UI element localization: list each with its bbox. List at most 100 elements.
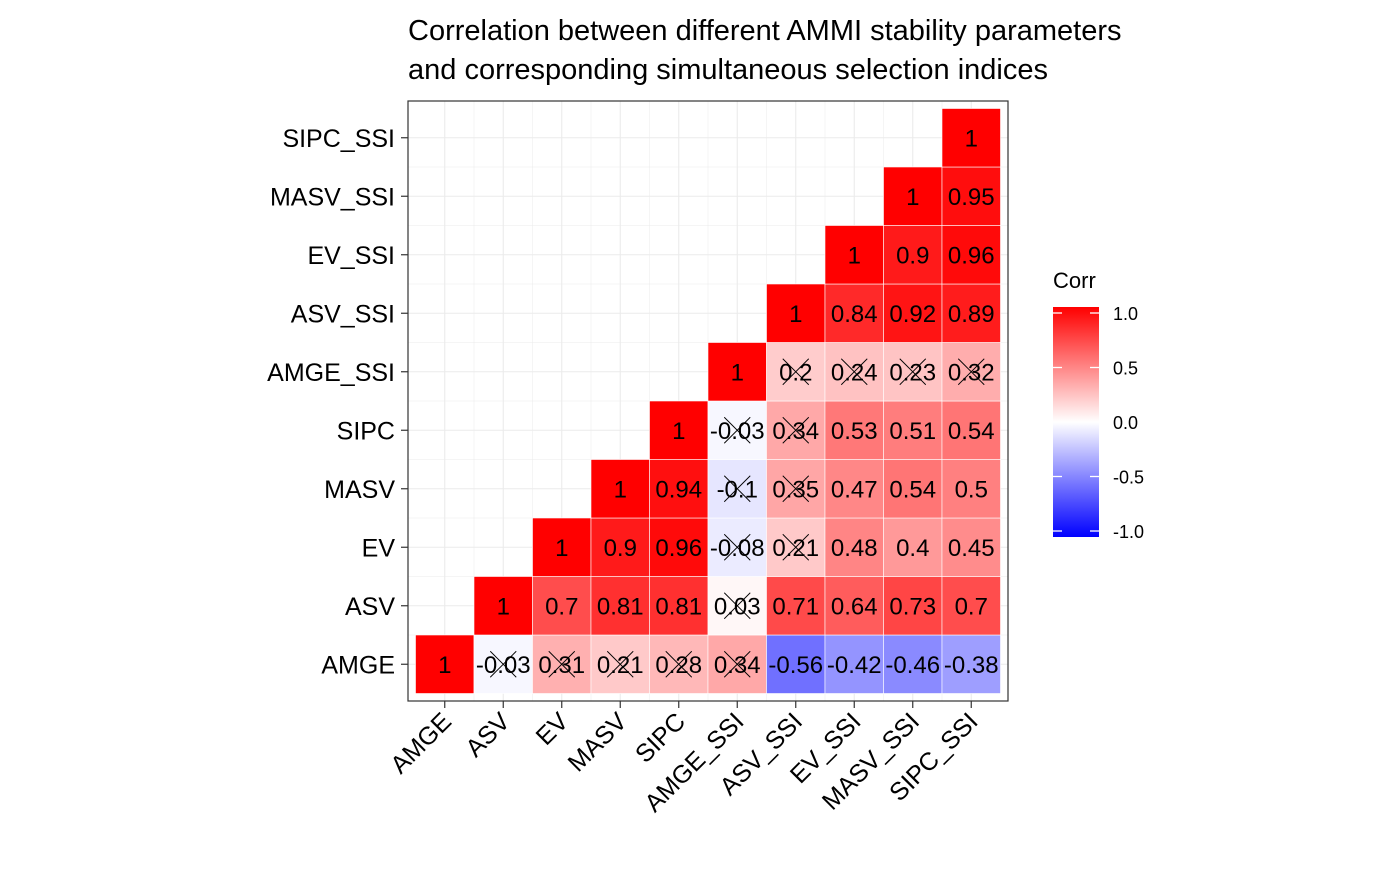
- heatmap-cell: [824, 400, 884, 460]
- cell-value-label: 0.96: [655, 535, 702, 562]
- heatmap-cell: [941, 225, 1001, 285]
- cross-mark: [782, 416, 810, 444]
- cell-value-label: -0.08: [710, 535, 765, 562]
- cell-value-label: 0.92: [889, 301, 936, 328]
- cross-mark: [957, 358, 985, 386]
- cell-value-label: 1: [789, 301, 802, 328]
- cell-value-label: -0.42: [827, 652, 882, 679]
- cross-stroke: [723, 533, 751, 561]
- heatmap-cell: [824, 459, 884, 519]
- heatmap-cell: [766, 634, 826, 694]
- cell-value-label: 0.54: [889, 476, 936, 503]
- cross-mark: [723, 475, 751, 503]
- cell-value-label: 0.31: [538, 652, 585, 679]
- cell-value-label: 0.47: [831, 476, 878, 503]
- cell-value-label: 0.21: [597, 652, 644, 679]
- chart-title-line-1: Correlation between different AMMI stabi…: [408, 15, 1122, 47]
- cross-mark: [723, 592, 751, 620]
- cross-stroke: [723, 650, 751, 678]
- cell-value-label: 0.4: [896, 535, 929, 562]
- legend: 1.0 0.5 0.0 -0.5 -1.0: [1053, 304, 1144, 542]
- cell-value-label: 1: [438, 652, 451, 679]
- cross-stroke: [840, 358, 868, 386]
- cross-mark: [606, 650, 634, 678]
- cross-stroke: [782, 416, 810, 444]
- cell-value-label: -0.38: [944, 652, 999, 679]
- heatmap-cell: [941, 400, 1001, 460]
- cell-value-label: 0.28: [655, 652, 702, 679]
- cross-stroke: [665, 650, 693, 678]
- cell-value-label: 0.21: [772, 535, 819, 562]
- heatmap-cell: [824, 576, 884, 636]
- cell-value-label: 0.81: [655, 593, 702, 620]
- cell-value-label: 0.54: [948, 418, 995, 445]
- cell-value-label: 0.73: [889, 593, 936, 620]
- heatmap-cell: [941, 576, 1001, 636]
- legend-tick-label: 0.5: [1113, 359, 1138, 379]
- cross-mark: [782, 533, 810, 561]
- legend-tick-label: -0.5: [1113, 468, 1144, 488]
- cell-value-label: -0.46: [885, 652, 940, 679]
- heatmap-cell: [824, 225, 884, 285]
- cross-mark: [782, 358, 810, 386]
- y-tick-label: ASV_SSI: [291, 300, 395, 328]
- cell-value-label: 1: [497, 593, 510, 620]
- legend-tick-label: -1.0: [1113, 522, 1144, 542]
- cross-mark: [723, 650, 751, 678]
- cross-stroke: [723, 475, 751, 503]
- cell-value-label: 1: [906, 184, 919, 211]
- cross-stroke: [957, 358, 985, 386]
- cell-value-label: -0.1: [717, 476, 758, 503]
- cell-value-label: -0.03: [710, 418, 765, 445]
- heatmap-cell: [883, 283, 943, 343]
- heatmap-cell: [883, 400, 943, 460]
- cross-mark: [782, 475, 810, 503]
- y-tick-label: AMGE_SSI: [267, 359, 395, 387]
- x-tick-label: MASV: [563, 707, 633, 777]
- cross-mark: [489, 650, 517, 678]
- legend-title: Corr: [1053, 268, 1096, 293]
- cross-mark: [723, 416, 751, 444]
- cell-value-label: 0.35: [772, 476, 819, 503]
- cell-value-label: 0.34: [772, 418, 819, 445]
- x-tick-label: ASV: [460, 707, 515, 762]
- y-tick-label: MASV: [324, 476, 395, 504]
- cross-mark: [548, 650, 576, 678]
- cell-value-label: 0.71: [772, 593, 819, 620]
- heatmap-cell: [532, 576, 592, 636]
- chart-title-line-2: and corresponding simultaneous selection…: [408, 54, 1048, 86]
- heatmap-cell: [883, 517, 943, 577]
- cross-stroke: [782, 475, 810, 503]
- heatmap-cell: [649, 400, 709, 460]
- heatmap-cell: [649, 459, 709, 519]
- legend-tick-label: 0.0: [1113, 413, 1138, 433]
- y-tick-label: AMGE: [321, 651, 395, 679]
- x-axis: AMGE ASV EVMASVSIPCAMGE_SSIASV_SSIEV_SSIMA…: [385, 701, 983, 818]
- cross-stroke: [899, 358, 927, 386]
- cross-stroke: [723, 416, 751, 444]
- cell-value-label: 0.23: [889, 359, 936, 386]
- cell-value-label: -0.03: [476, 652, 531, 679]
- heatmap-cell: [941, 283, 1001, 343]
- cell-value-label: 1: [965, 125, 978, 152]
- cross-stroke: [548, 650, 576, 678]
- heatmap-cell: [649, 576, 709, 636]
- heatmap-cell: [649, 517, 709, 577]
- cell-value-label: 0.32: [948, 359, 995, 386]
- cross-stroke: [782, 533, 810, 561]
- cell-value-label: 1: [848, 242, 861, 269]
- heatmap-cell: [883, 166, 943, 226]
- heatmap-tiles: [415, 108, 1001, 694]
- cell-value-label: 0.81: [597, 593, 644, 620]
- x-tick-label: AMGE: [385, 707, 457, 779]
- heatmap-cell: [824, 634, 884, 694]
- cell-value-label: 0.2: [779, 359, 812, 386]
- cell-value-label: 0.96: [948, 242, 995, 269]
- cross-stroke: [782, 358, 810, 386]
- cell-value-label: 0.95: [948, 184, 995, 211]
- cross-mark: [840, 358, 868, 386]
- plot-panel-border: [407, 100, 1009, 702]
- heatmap-cell: [883, 634, 943, 694]
